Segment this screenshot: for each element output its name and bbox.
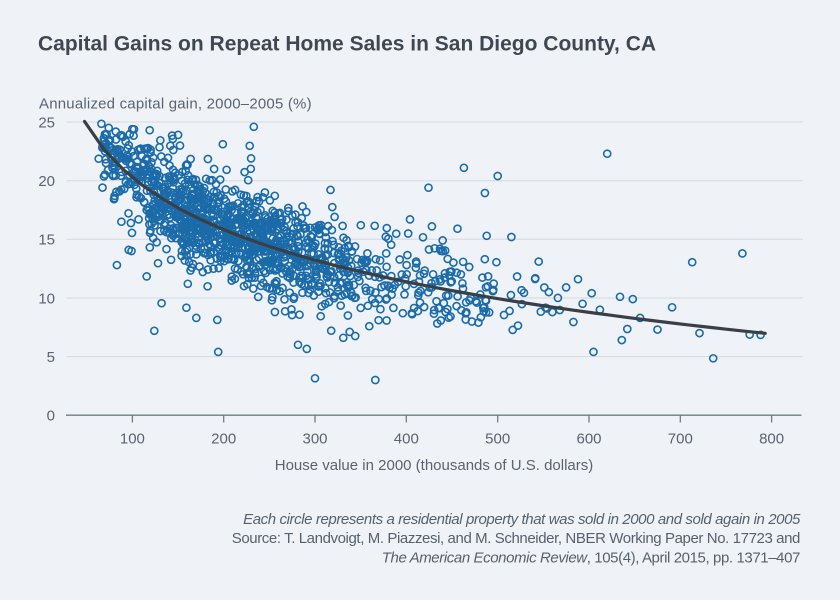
svg-text:Each circle represents a resid: Each circle represents a residential pro… (243, 511, 801, 528)
svg-text:10: 10 (38, 290, 55, 307)
svg-text:15: 15 (38, 232, 55, 249)
svg-text:300: 300 (302, 431, 327, 448)
svg-text:200: 200 (211, 431, 236, 448)
svg-text:5: 5 (47, 349, 55, 366)
svg-text:House value in 2000 (thousands: House value in 2000 (thousands of U.S. d… (275, 457, 594, 474)
svg-text:800: 800 (759, 431, 784, 448)
svg-text:600: 600 (576, 431, 601, 448)
svg-text:The American Economic Review,: The American Economic Review, 105(4), Ap… (382, 549, 800, 566)
svg-text:Source: T. Landvoigt, M. Piazz: Source: T. Landvoigt, M. Piazzesi, and M… (232, 530, 800, 547)
svg-text:0: 0 (47, 408, 55, 425)
svg-text:25: 25 (38, 114, 55, 131)
svg-text:400: 400 (394, 431, 419, 448)
svg-text:Capital Gains on Repeat Home S: Capital Gains on Repeat Home Sales in Sa… (38, 33, 656, 56)
svg-text:Annualized capital gain, 2000–: Annualized capital gain, 2000–2005 (%) (39, 96, 312, 113)
svg-text:100: 100 (120, 431, 145, 448)
svg-text:20: 20 (38, 173, 55, 190)
svg-text:500: 500 (485, 431, 510, 448)
svg-text:700: 700 (668, 431, 693, 448)
